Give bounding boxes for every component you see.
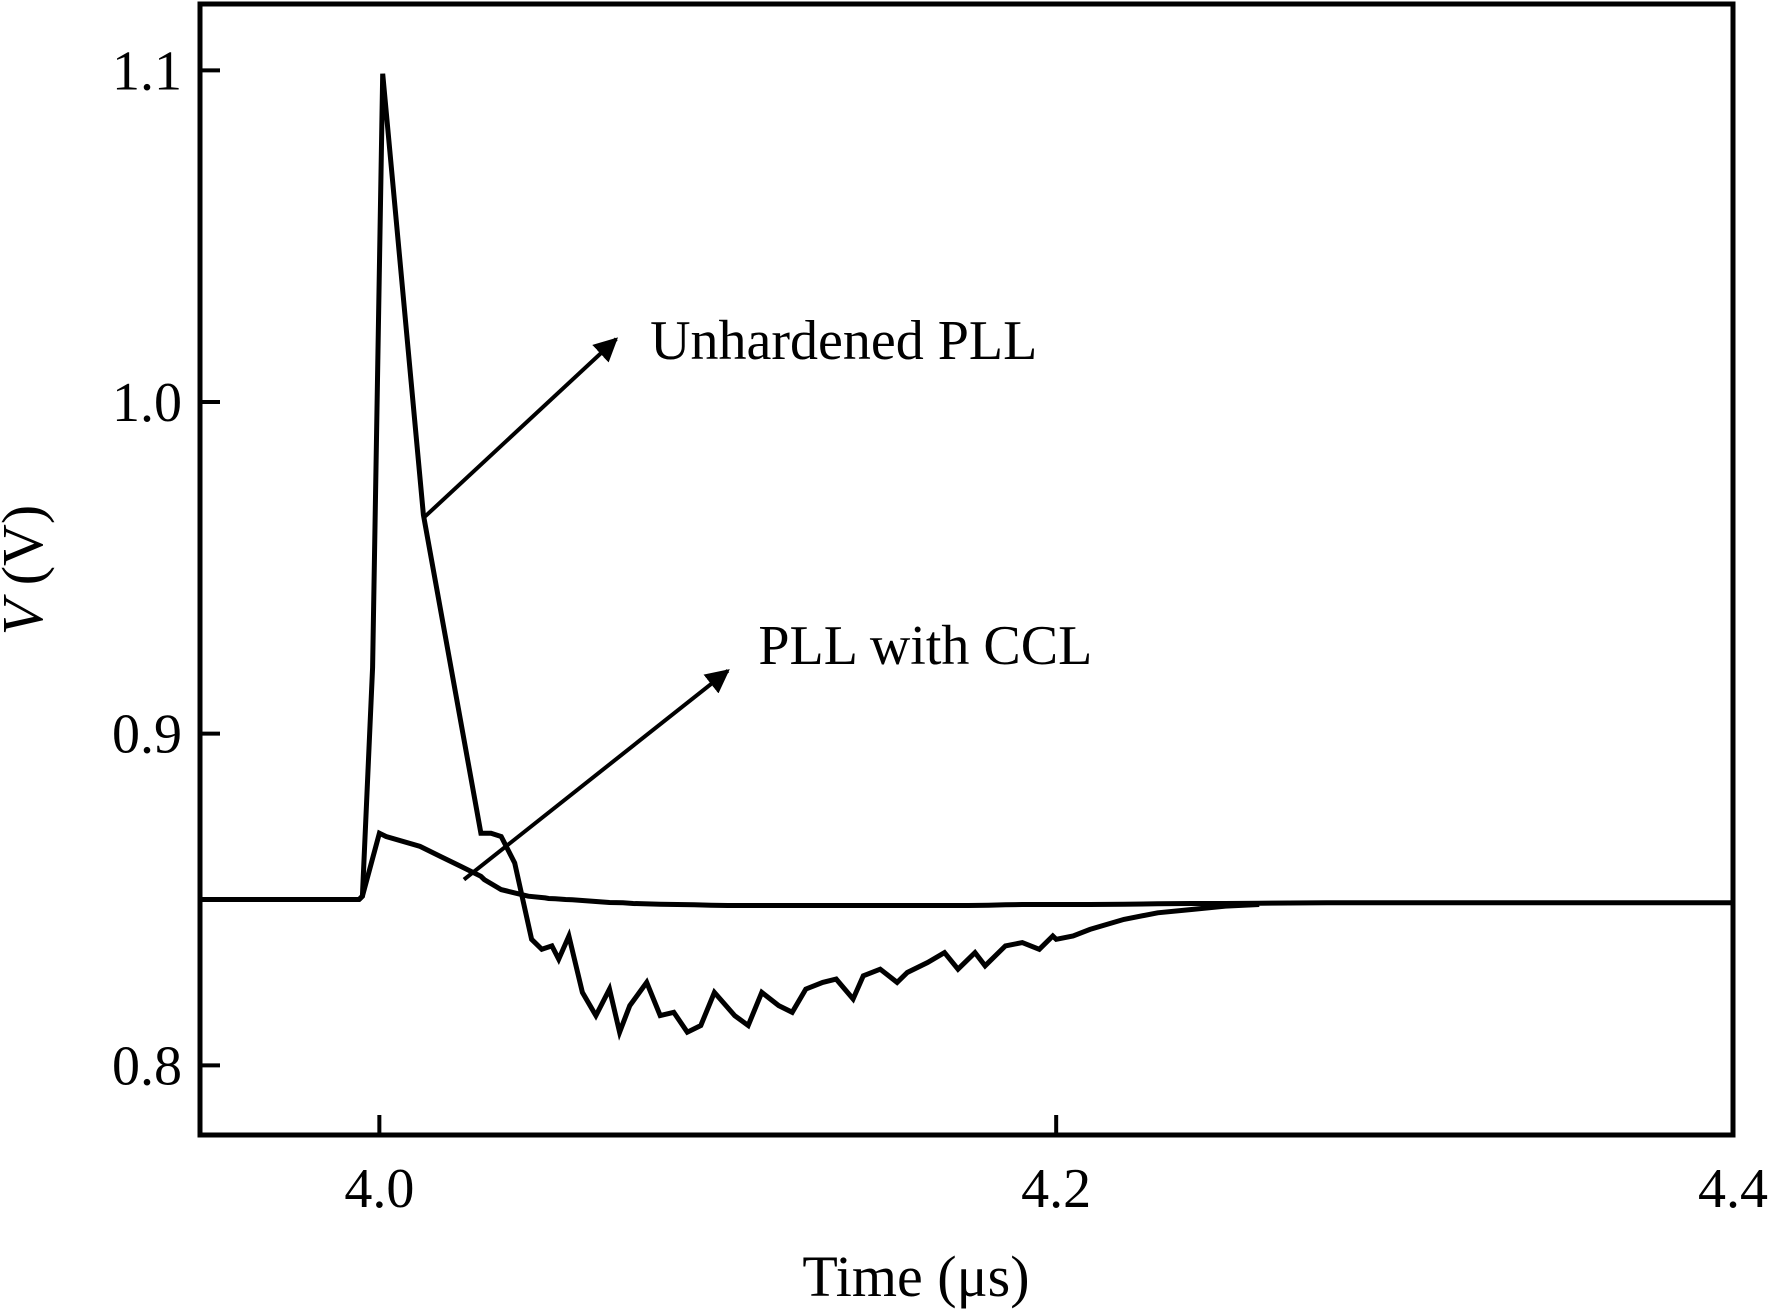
series-layer [200, 73, 1733, 1041]
annotation-label: PLL with CCL [758, 615, 1092, 677]
y-tick-label: 1.0 [112, 372, 182, 434]
y-axis-label-variable: V [0, 593, 55, 635]
plot-frame [197, 1, 1736, 1138]
annotation-layer: Unhardened PLL PLL with CCL [421, 310, 1092, 882]
y-axis-ticks: 0.8 0.9 1.0 1.1 [112, 40, 220, 1097]
y-tick-label: 0.8 [112, 1035, 182, 1097]
annotation-arrow [421, 337, 619, 520]
y-axis-label: V (V) [0, 505, 55, 635]
x-tick-label: 4.0 [344, 1158, 414, 1220]
y-axis-label-unit: (V) [0, 505, 55, 600]
x-tick-label: 4.2 [1021, 1158, 1091, 1220]
y-tick-label: 1.1 [112, 40, 182, 102]
annotation-label: Unhardened PLL [650, 310, 1037, 372]
x-axis-ticks: 4.0 4.2 4.4 [344, 1115, 1768, 1220]
x-tick-label: 4.4 [1698, 1158, 1768, 1220]
annotation-arrow [462, 669, 730, 882]
series-line-ccl [357, 73, 1260, 1041]
x-axis-label: Time (μs) [802, 1244, 1029, 1309]
series-line-unhardened [200, 829, 1733, 908]
y-tick-label: 0.9 [112, 704, 182, 766]
